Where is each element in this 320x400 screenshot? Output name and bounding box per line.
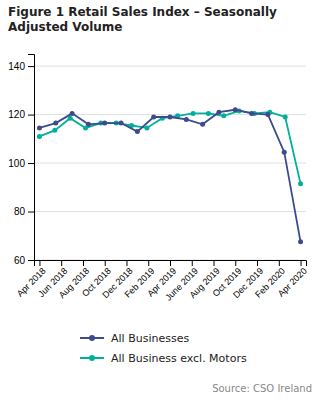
y-tick-label: 140	[8, 61, 25, 72]
point	[102, 121, 107, 126]
source: Source: CSO Ireland	[212, 383, 312, 394]
legend-item: All Businesses	[80, 332, 189, 345]
y-tick: 100	[8, 158, 34, 169]
point	[184, 117, 189, 122]
point	[52, 128, 57, 133]
series-line	[39, 110, 300, 242]
y-axis-line	[28, 55, 35, 261]
point	[200, 122, 205, 127]
title: Figure 1 Retail Sales Index – Seasonally…	[8, 5, 277, 34]
point	[53, 121, 58, 126]
point	[216, 110, 221, 115]
y-tick-label: 80	[14, 206, 26, 217]
point	[144, 125, 149, 130]
y-tick-mark	[28, 212, 34, 213]
legend-marker	[89, 335, 95, 341]
x-tick-mark	[148, 260, 149, 266]
point	[70, 111, 75, 116]
y-axis: 60 80 100 120 140	[8, 55, 34, 266]
point	[168, 115, 173, 120]
legend: All Businesses All Business excl. Motors	[80, 332, 247, 365]
point	[298, 181, 303, 186]
grid-line	[34, 66, 306, 67]
y-tick-mark	[28, 66, 34, 67]
point	[221, 113, 226, 118]
point	[135, 129, 140, 134]
x-tick-mark	[192, 260, 193, 266]
point	[298, 239, 303, 244]
y-tick: 80	[14, 206, 34, 217]
point	[119, 121, 124, 126]
point	[151, 115, 156, 120]
y-tick-label: 100	[8, 158, 25, 169]
legend-label: All Businesses	[111, 332, 189, 345]
y-tick-mark	[28, 163, 34, 164]
x-tick-mark	[39, 260, 40, 266]
y-tick-mark	[28, 260, 34, 261]
point	[191, 111, 196, 116]
point	[282, 150, 287, 155]
grid-line	[34, 211, 306, 212]
grid-line	[34, 163, 306, 164]
title-line: Adjusted Volume	[8, 20, 123, 34]
x-tick-mark	[214, 260, 215, 266]
y-tick: 120	[8, 109, 34, 120]
x-tick-label: Apr 2020	[276, 266, 309, 299]
x-tick-mark	[257, 260, 258, 266]
legend-label: All Business excl. Motors	[111, 352, 247, 365]
x-tick-mark	[279, 260, 280, 266]
x-tick-mark	[105, 260, 106, 266]
grid	[34, 66, 306, 260]
y-tick-label: 120	[8, 109, 25, 120]
point	[37, 125, 42, 130]
point	[265, 112, 270, 117]
y-tick: 60	[14, 255, 34, 266]
x-tick-mark	[235, 260, 236, 266]
legend-marker	[89, 355, 95, 361]
x-tick-mark	[61, 260, 62, 266]
point	[206, 111, 211, 116]
x-axis: Apr 2018Jun 2018Aug 2018Oct 2018Dec 2018…	[15, 260, 309, 303]
series-line	[39, 111, 300, 184]
point	[233, 107, 238, 112]
series	[37, 107, 303, 244]
point	[86, 122, 91, 127]
point	[249, 111, 254, 116]
y-tick-mark	[28, 115, 34, 116]
x-tick-mark	[126, 260, 127, 266]
y-tick: 140	[8, 61, 34, 72]
y-tick-label: 60	[14, 255, 26, 266]
x-tick: Apr 2020	[276, 260, 309, 299]
series	[37, 108, 303, 186]
chart: Figure 1 Retail Sales Index – Seasonally…	[0, 0, 320, 400]
title-line: Figure 1 Retail Sales Index – Seasonally	[8, 5, 277, 19]
point	[283, 115, 288, 120]
plot-area	[37, 107, 303, 244]
x-tick-mark	[83, 260, 84, 266]
point	[37, 134, 42, 139]
legend-item: All Business excl. Motors	[80, 352, 247, 365]
x-tick-mark	[301, 260, 302, 266]
x-tick-mark	[170, 260, 171, 266]
